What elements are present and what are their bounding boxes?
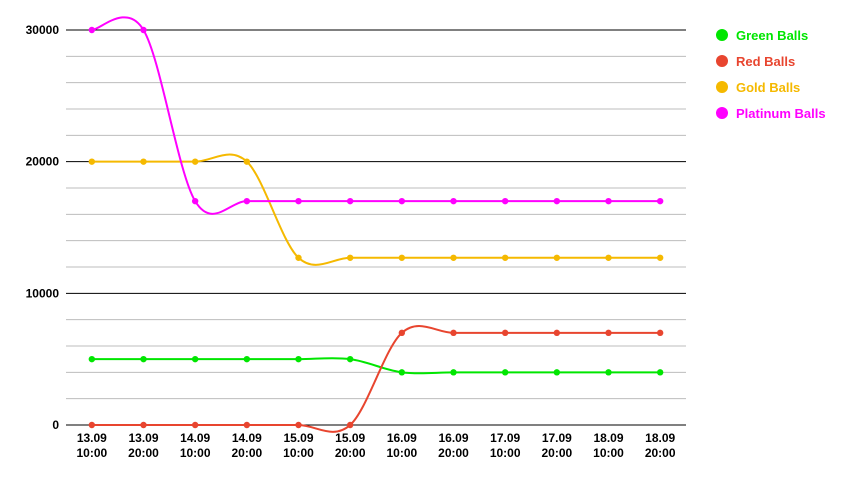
x-tick-label: 15.09 20:00 (335, 431, 366, 460)
series-line-platinum-balls (91, 16, 661, 215)
data-point (605, 329, 612, 337)
y-tick-label: 30000 (26, 23, 60, 37)
series-group (88, 16, 664, 433)
legend-swatch (716, 29, 728, 41)
y-tick-label: 0 (52, 418, 59, 432)
x-tick-label: 15.09 10:00 (283, 431, 314, 460)
legend-item: Green Balls (716, 22, 826, 48)
data-point (450, 197, 457, 205)
x-tick-label: 13.09 20:00 (128, 431, 159, 460)
x-tick-label: 17.09 10:00 (490, 431, 521, 460)
data-point (140, 355, 147, 363)
legend-label: Gold Balls (736, 79, 801, 95)
data-point (88, 355, 96, 363)
data-point (656, 197, 664, 205)
x-tick-label: 18.09 10:00 (593, 431, 624, 460)
legend: Green Balls Red Balls Gold Balls Platinum B… (716, 22, 826, 126)
data-point (605, 197, 612, 205)
data-point (243, 158, 251, 165)
data-point (295, 421, 302, 429)
data-point (140, 158, 147, 165)
legend-item: Red Balls (716, 48, 826, 74)
data-point (501, 369, 509, 376)
data-point (243, 197, 251, 205)
legend-label: Platinum Balls (736, 105, 826, 121)
legend-item: Gold Balls (716, 74, 826, 100)
data-point (191, 158, 199, 165)
x-tick-label: 18.09 20:00 (645, 431, 676, 460)
x-tick-label: 16.09 10:00 (386, 431, 417, 460)
y-tick-label: 10000 (26, 286, 60, 300)
y-axis: 0 10000 20000 30000 (26, 23, 60, 432)
data-point (605, 369, 612, 376)
data-point (553, 197, 561, 205)
data-point (191, 197, 199, 205)
x-tick-label: 16.09 20:00 (438, 431, 469, 460)
data-point (450, 369, 457, 376)
x-tick-label: 14.09 20:00 (231, 431, 262, 460)
data-point (450, 254, 457, 261)
data-point (398, 329, 406, 337)
legend-swatch (716, 107, 728, 119)
x-tick-label: 13.09 10:00 (76, 431, 107, 460)
data-point (398, 369, 406, 376)
legend-swatch (716, 55, 728, 67)
legend-swatch (716, 81, 728, 93)
data-point (191, 421, 199, 429)
x-tick-label: 14.09 10:00 (180, 431, 211, 460)
series-red-balls (88, 325, 664, 433)
series-line-green-balls (91, 357, 661, 375)
data-point (88, 158, 96, 165)
data-point (656, 254, 664, 261)
data-point (346, 421, 354, 429)
series-gold-balls (88, 153, 664, 266)
data-point (656, 369, 664, 376)
x-axis: 13.09 10:00 13.09 20:00 14.09 10:00 14.09 20:00… (76, 431, 675, 460)
data-point (295, 355, 302, 363)
legend-label: Green Balls (736, 27, 809, 43)
data-point (295, 254, 302, 261)
legend-label: Red Balls (736, 53, 796, 69)
data-point (243, 355, 251, 363)
series-green-balls (88, 355, 664, 376)
data-point (553, 369, 561, 376)
data-point (88, 421, 96, 429)
x-tick-label: 17.09 20:00 (541, 431, 572, 460)
data-point (346, 355, 354, 363)
data-point (605, 254, 612, 261)
data-point (140, 421, 147, 429)
data-point (450, 329, 457, 337)
data-point (501, 254, 509, 261)
series-line-gold-balls (91, 153, 661, 266)
data-point (295, 197, 302, 205)
data-point (346, 254, 354, 261)
data-point (140, 26, 147, 34)
data-point (243, 421, 251, 429)
data-point (553, 254, 561, 261)
data-point (501, 329, 509, 337)
data-point (501, 197, 509, 205)
data-point (88, 26, 96, 34)
y-tick-label: 20000 (26, 155, 60, 169)
data-point (553, 329, 561, 337)
data-point (346, 197, 354, 205)
series-line-red-balls (91, 325, 661, 433)
legend-item: Platinum Balls (716, 100, 826, 126)
series-platinum-balls (88, 16, 664, 215)
data-point (398, 197, 406, 205)
data-point (191, 355, 199, 363)
data-point (656, 329, 664, 337)
data-point (398, 254, 406, 261)
